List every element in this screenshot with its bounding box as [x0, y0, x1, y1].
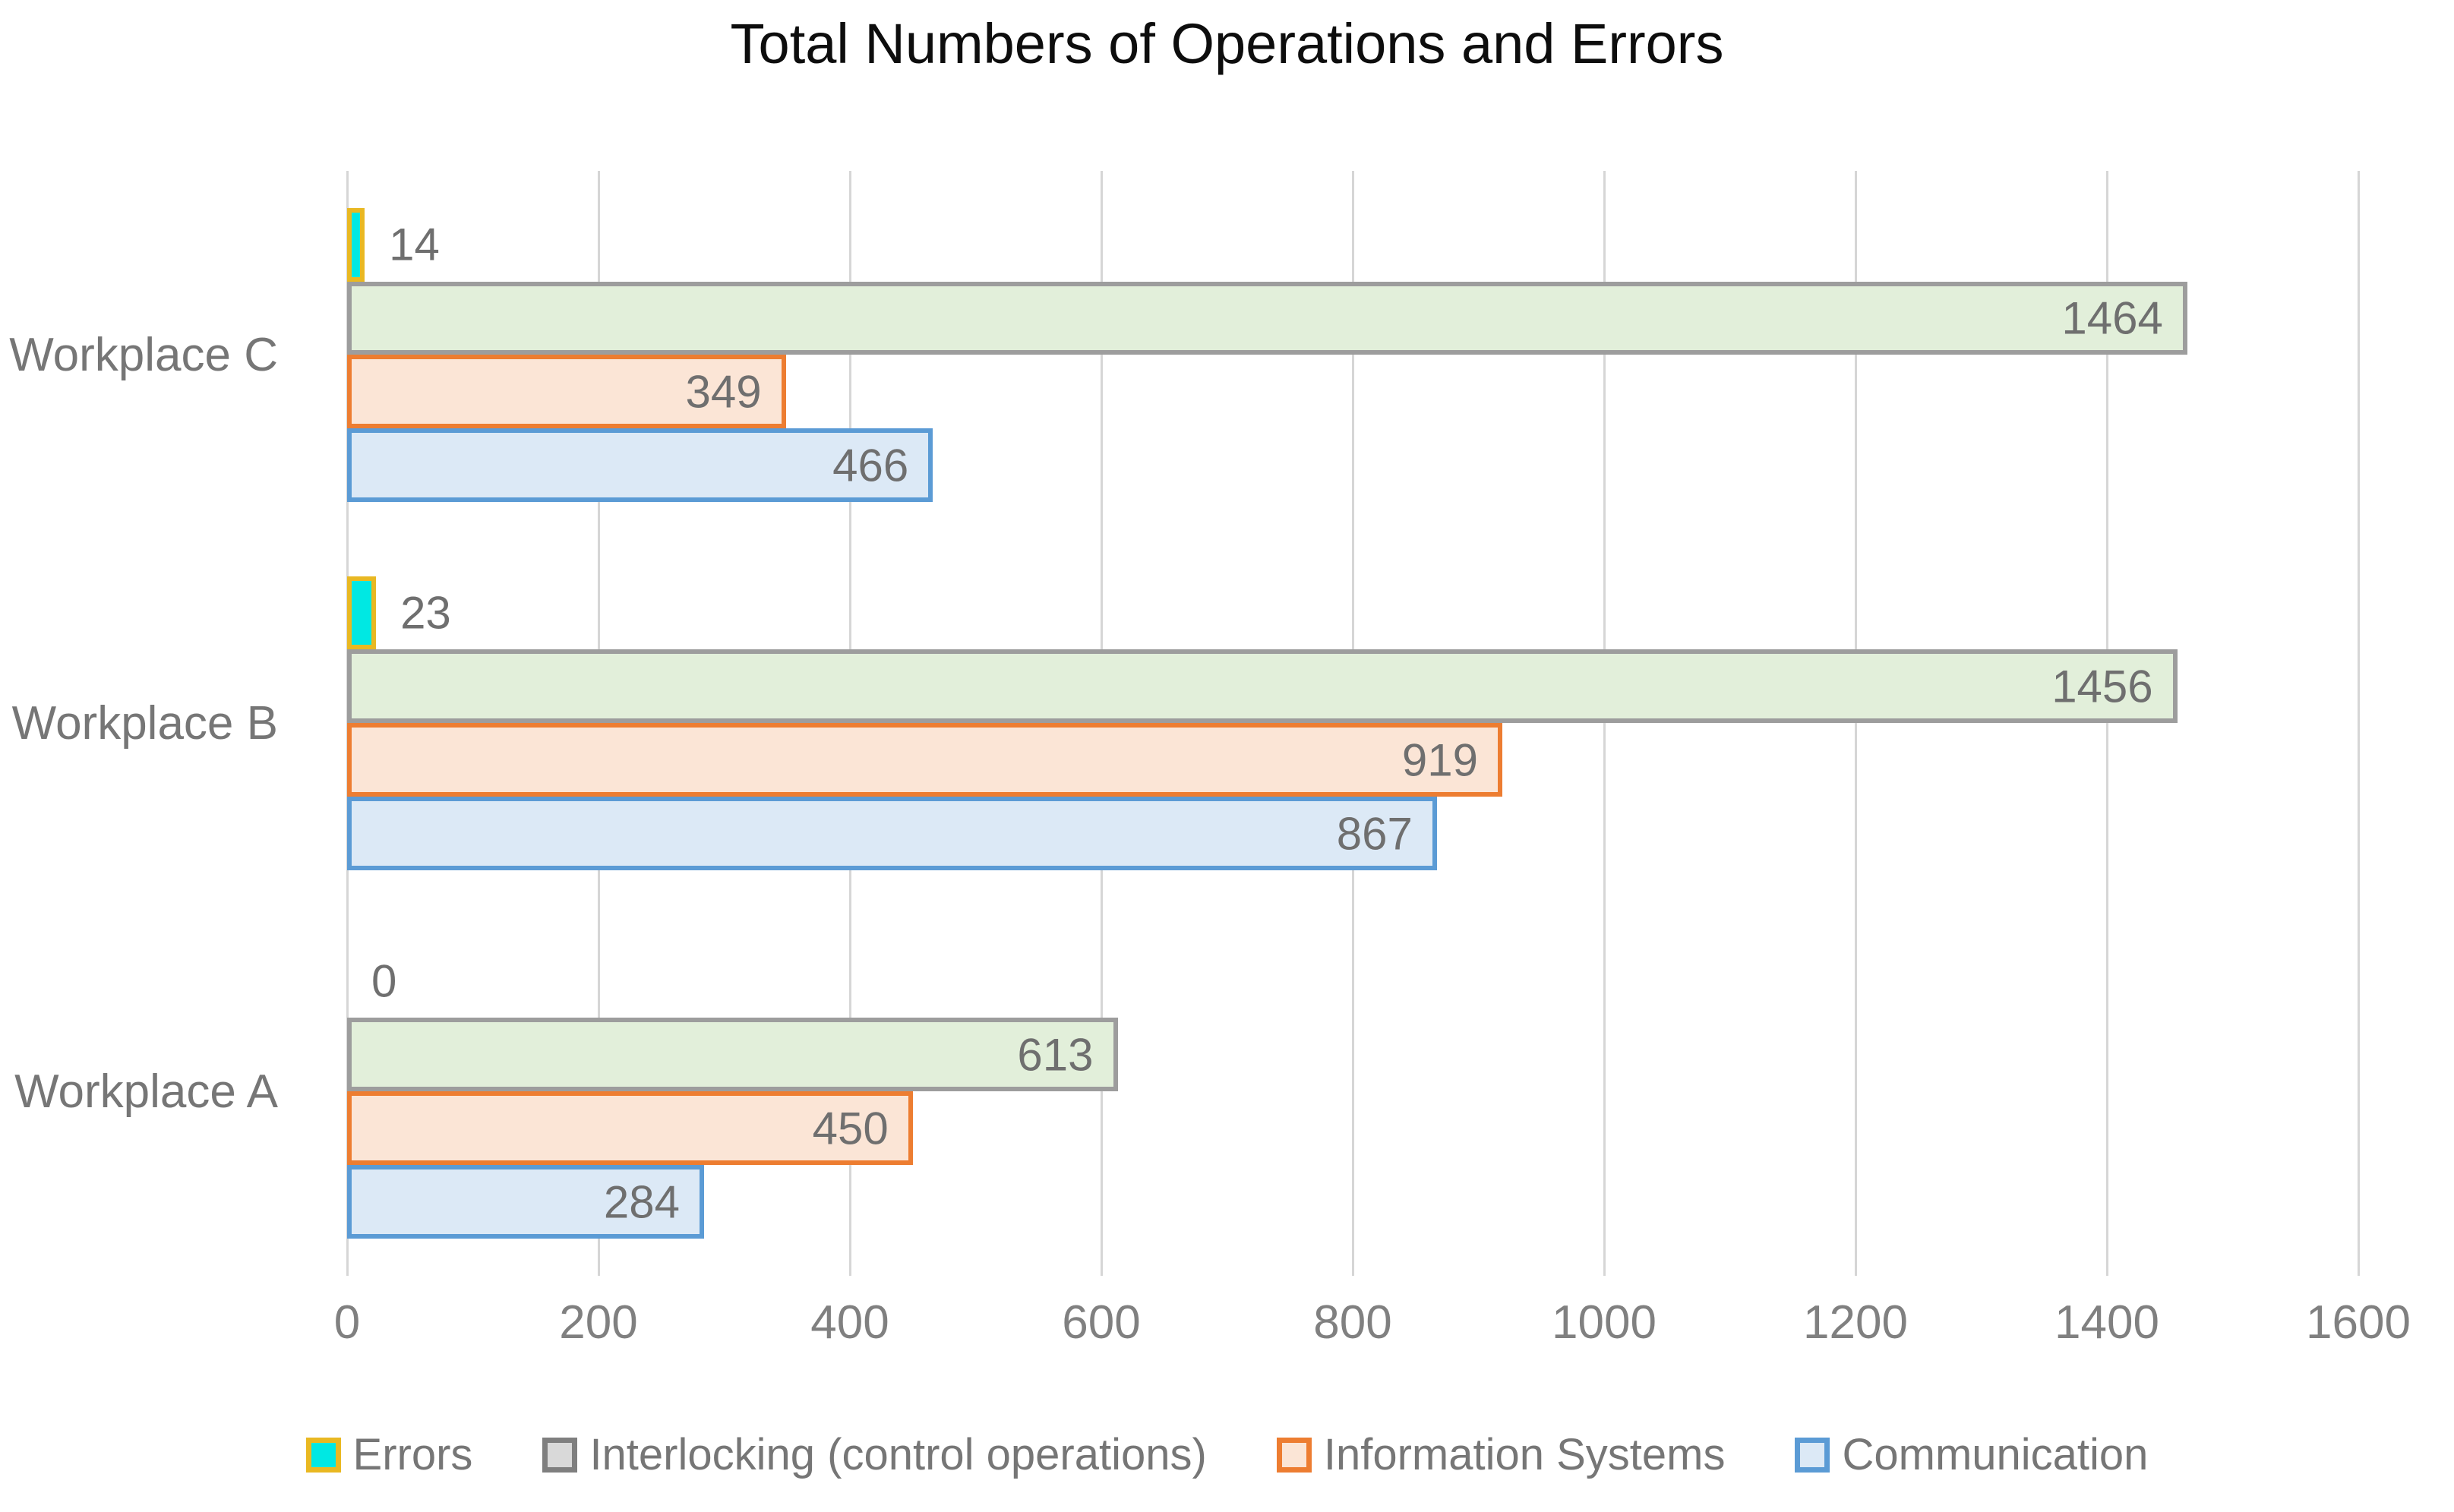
bar-communication-workplace-c: 466	[347, 428, 933, 503]
bar-row-interlocking-control-operations-workplace-b: 1456	[347, 649, 2358, 724]
bar-row-errors-workplace-b: 23	[347, 576, 2358, 650]
x-tick-label: 1000	[1552, 1296, 1657, 1349]
bar-group-workplace-b: 23 1456 919 867	[347, 539, 2358, 908]
legend-label-information-systems: Information Systems	[1323, 1430, 1726, 1479]
gridline	[2358, 171, 2360, 1276]
bar-row-communication-workplace-c: 466	[347, 428, 2358, 503]
y-slot-workplace-c: Workplace C	[0, 171, 313, 539]
value-label-information-systems-workplace-b: 919	[1401, 734, 1478, 786]
y-slot-workplace-a: Workplace A	[0, 908, 313, 1276]
x-axis-tick-labels: 0 200 400 600 800 1000 1200 1400 1600	[334, 1296, 2411, 1372]
bar-errors-workplace-b	[347, 576, 377, 650]
legend-label-interlocking-control-operations: Interlocking (control operations)	[589, 1430, 1207, 1479]
bar-group-workplace-a: 0 613 450 284	[347, 908, 2358, 1276]
x-tick-label: 0	[333, 1296, 361, 1349]
bar-interlocking-control-operations-workplace-c: 1464	[347, 281, 2187, 355]
value-label-errors-workplace-a: 0	[371, 955, 397, 1007]
value-label-errors-workplace-c: 14	[389, 219, 440, 270]
category-label-workplace-a: Workplace A	[14, 1065, 278, 1118]
category-label-workplace-b: Workplace B	[11, 697, 278, 750]
bar-row-information-systems-workplace-c: 349	[347, 355, 2358, 429]
bar-information-systems-workplace-a: 450	[347, 1091, 913, 1166]
bar-communication-workplace-a: 284	[347, 1165, 705, 1239]
x-tick-label: 400	[810, 1296, 889, 1349]
legend-item-information-systems: Information Systems	[1276, 1429, 1726, 1480]
x-tick-label: 200	[559, 1296, 638, 1349]
value-label-communication-workplace-c: 466	[832, 440, 909, 491]
value-label-errors-workplace-b: 23	[400, 587, 451, 639]
x-tick-label: 1400	[2054, 1296, 2159, 1349]
gridline	[1603, 171, 1606, 1276]
value-label-interlocking-control-operations-workplace-a: 613	[1017, 1029, 1094, 1081]
legend-swatch-information-systems	[1276, 1437, 1312, 1473]
legend-label-communication: Communication	[1842, 1430, 2149, 1479]
y-slot-workplace-b: Workplace B	[0, 539, 313, 908]
chart-title: Total Numbers of Operations and Errors	[730, 12, 1724, 75]
bar-row-information-systems-workplace-b: 919	[347, 723, 2358, 797]
legend-item-communication: Communication	[1795, 1429, 2148, 1480]
bar-row-errors-workplace-a: 0	[347, 944, 2358, 1018]
bar-information-systems-workplace-b: 919	[347, 723, 1502, 797]
legend-swatch-interlocking-control-operations	[542, 1437, 578, 1473]
x-tick-label: 1600	[2306, 1296, 2411, 1349]
x-tick-label: 1200	[1803, 1296, 1908, 1349]
legend-item-interlocking-control-operations: Interlocking (control operations)	[542, 1429, 1207, 1480]
plot-area: 14 1464 349 466 23 1456 919 867 0 613 450 284	[346, 171, 2360, 1276]
legend-swatch-errors	[305, 1437, 341, 1473]
value-label-information-systems-workplace-c: 349	[685, 366, 762, 418]
legend-swatch-communication	[1795, 1437, 1830, 1473]
bar-interlocking-control-operations-workplace-a: 613	[347, 1018, 1118, 1092]
gridline	[2106, 171, 2108, 1276]
bar-errors-workplace-c	[347, 207, 365, 282]
legend: Errors Interlocking (control operations) I…	[0, 1429, 2454, 1480]
bar-row-interlocking-control-operations-workplace-c: 1464	[347, 281, 2358, 355]
legend-label-errors: Errors	[352, 1430, 473, 1479]
bar-row-communication-workplace-b: 867	[347, 797, 2358, 871]
value-label-interlocking-control-operations-workplace-b: 1456	[2051, 661, 2153, 712]
bar-group-workplace-c: 14 1464 349 466	[347, 171, 2358, 539]
bar-row-information-systems-workplace-a: 450	[347, 1091, 2358, 1166]
category-label-workplace-c: Workplace C	[9, 329, 278, 381]
value-label-communication-workplace-b: 867	[1336, 808, 1413, 860]
gridline	[1855, 171, 1857, 1276]
value-label-information-systems-workplace-a: 450	[812, 1103, 889, 1154]
y-axis-category-labels: Workplace C Workplace B Workplace A	[0, 171, 313, 1276]
bar-interlocking-control-operations-workplace-b: 1456	[347, 649, 2178, 724]
value-label-communication-workplace-a: 284	[603, 1176, 681, 1228]
value-label-interlocking-control-operations-workplace-c: 1464	[2061, 292, 2163, 344]
bar-row-communication-workplace-a: 284	[347, 1165, 2358, 1239]
bar-row-errors-workplace-c: 14	[347, 207, 2358, 282]
bar-communication-workplace-b: 867	[347, 797, 1437, 871]
x-tick-label: 600	[1062, 1296, 1141, 1349]
legend-item-errors: Errors	[305, 1429, 473, 1480]
x-tick-label: 800	[1313, 1296, 1392, 1349]
bar-row-interlocking-control-operations-workplace-a: 613	[347, 1018, 2358, 1092]
bar-information-systems-workplace-c: 349	[347, 355, 786, 429]
